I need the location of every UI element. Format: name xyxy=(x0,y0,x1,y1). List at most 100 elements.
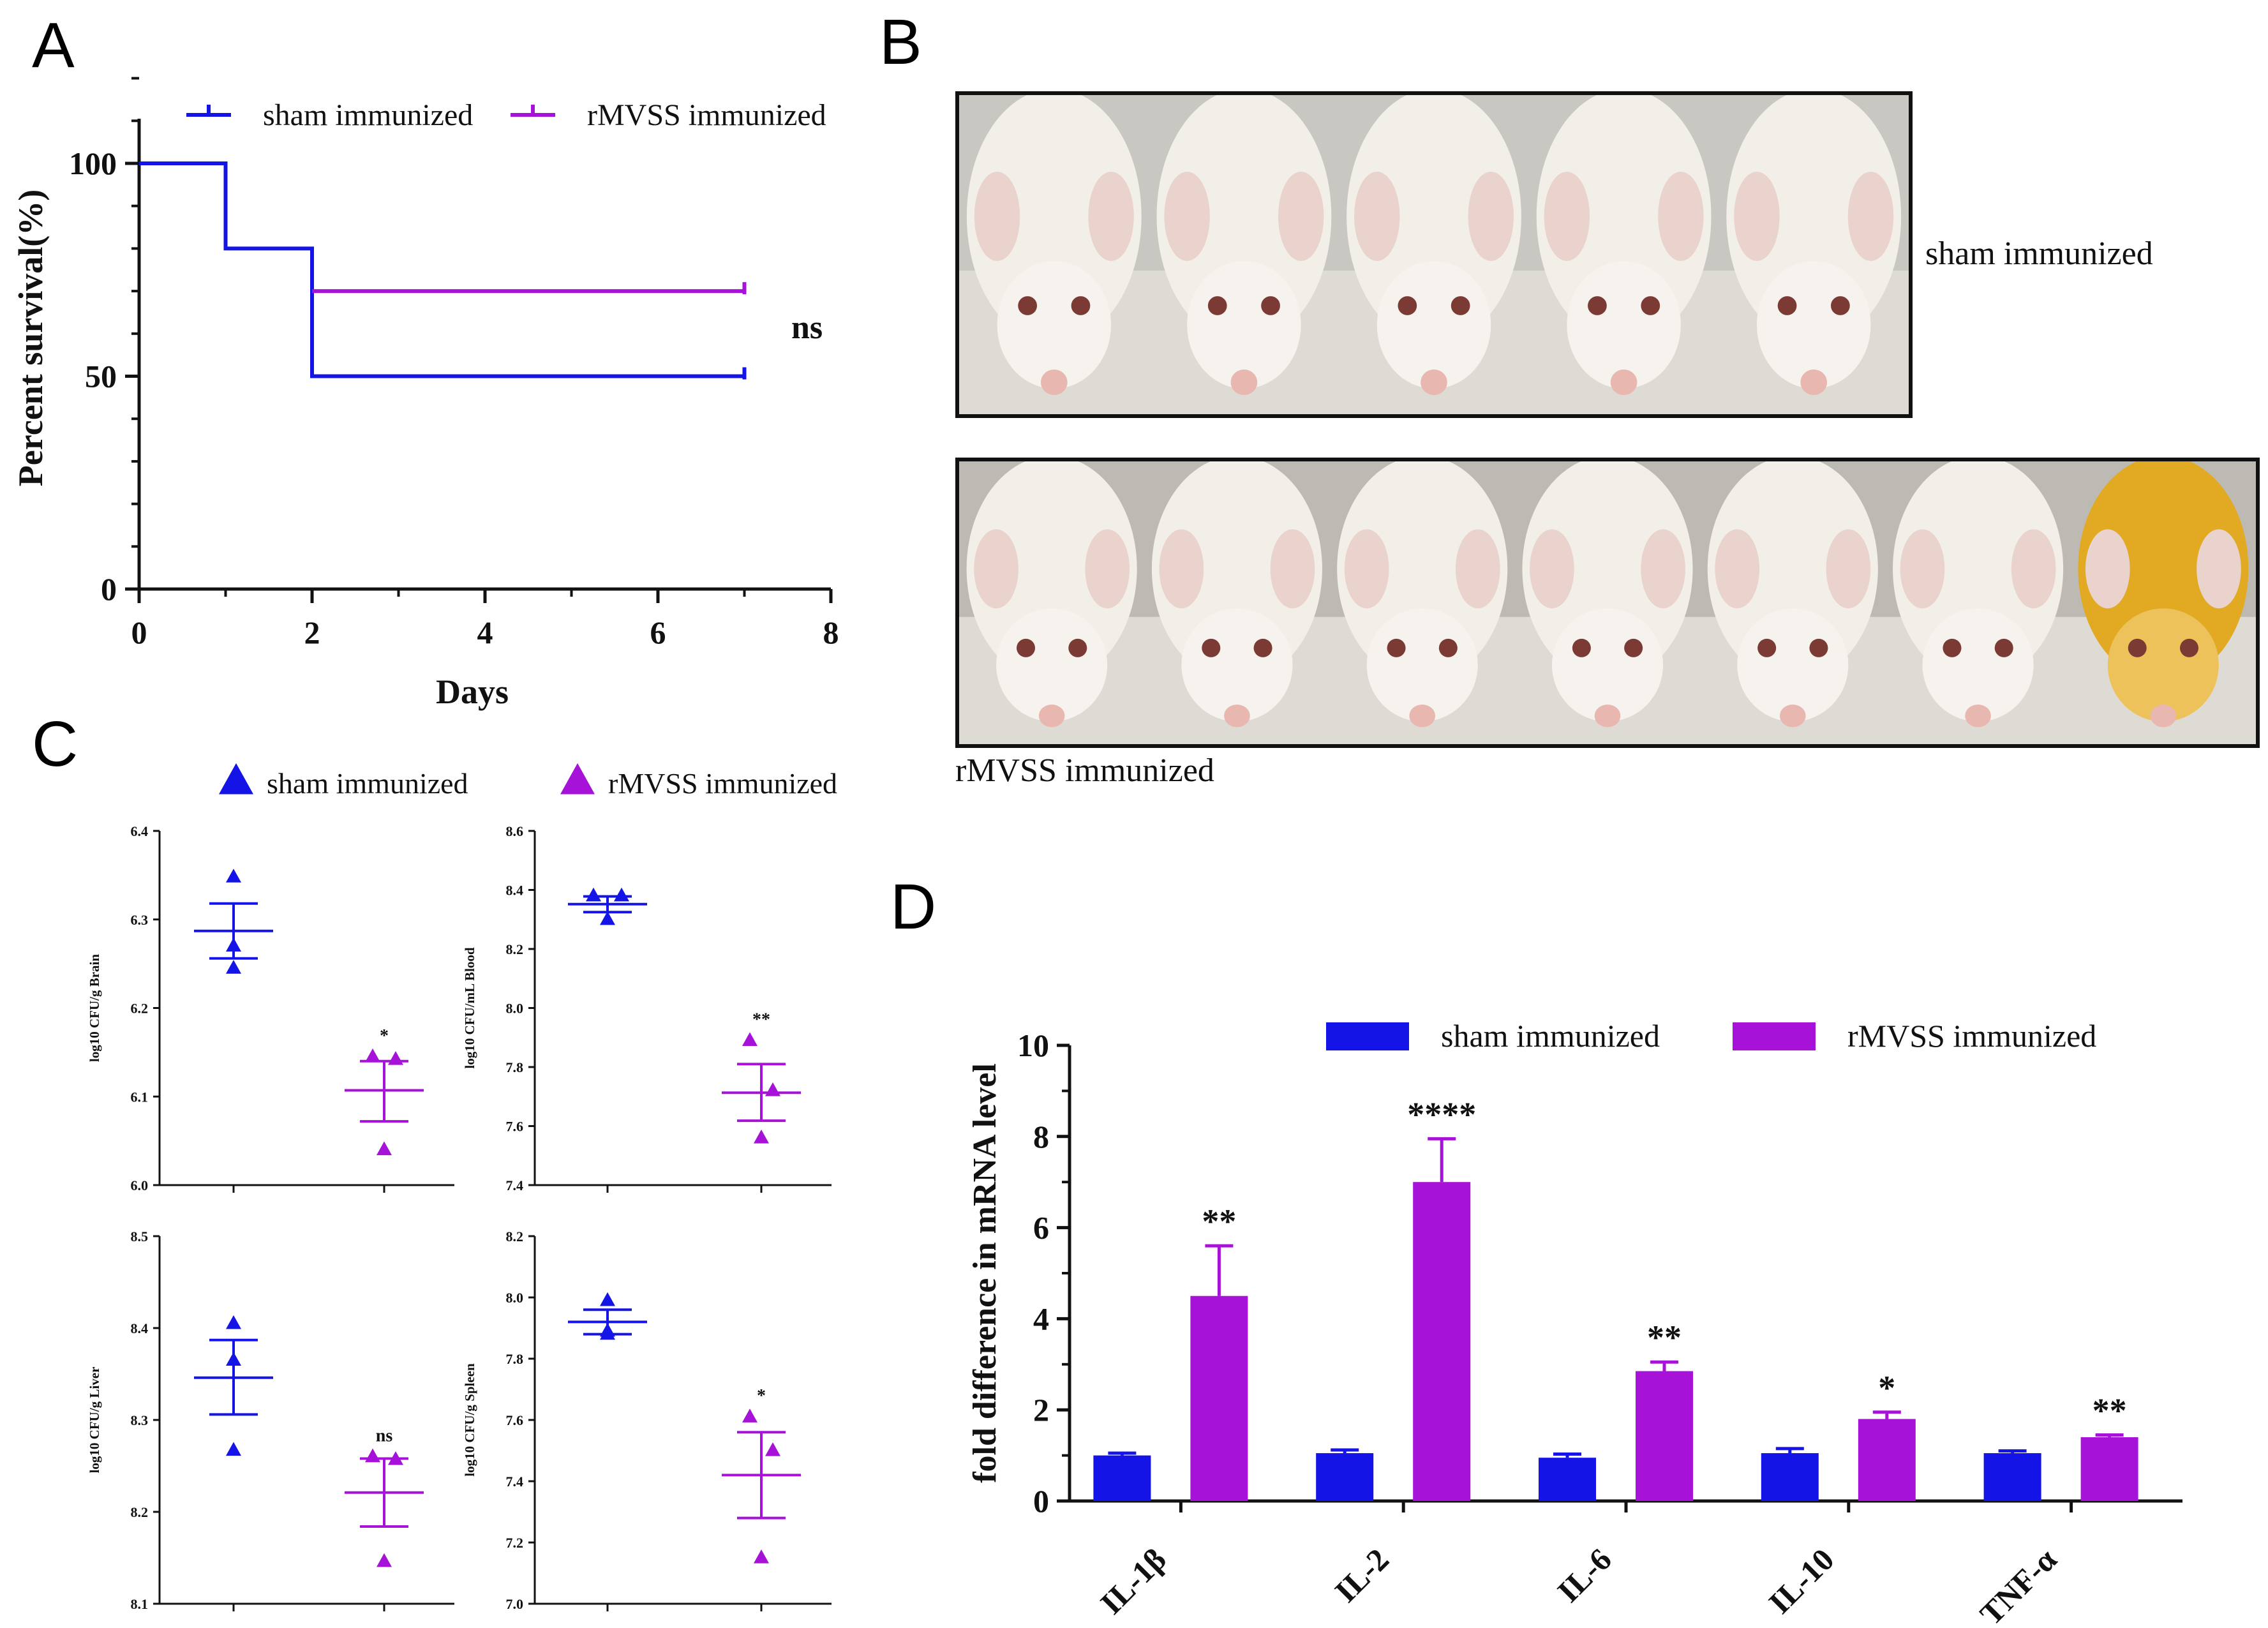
cfu-spleen-chart: 7.0 7.2 7.4 7.6 7.8 8.0 8.2 log10 CFU/g Spleen * xyxy=(462,1228,832,1612)
significance-label: * xyxy=(380,1026,389,1046)
mouse-ear xyxy=(2011,529,2056,609)
mouse-eye xyxy=(1624,638,1643,657)
y-axis-label: Percent survival(%) xyxy=(11,190,50,486)
bar-rmvss xyxy=(2080,1437,2138,1501)
mouse-eye xyxy=(1451,296,1470,315)
mouse-ear xyxy=(2197,529,2241,609)
mouse-eye xyxy=(1438,638,1458,657)
legend-label: sham immunized xyxy=(263,98,473,132)
data-point xyxy=(377,1141,392,1156)
panel-letter-d: D xyxy=(890,871,936,943)
mouse-ear xyxy=(1468,172,1514,261)
category-label: IL-10 xyxy=(1762,1541,1841,1620)
y-tick-label: 6.4 xyxy=(131,823,149,839)
legend-label: rMVSS immunized xyxy=(608,767,837,800)
data-point xyxy=(377,1553,392,1567)
mouse-nose xyxy=(1965,704,1991,728)
mouse-ear xyxy=(1544,172,1590,261)
mouse-eye xyxy=(2128,638,2147,657)
y-tick-label: 0 xyxy=(1033,1483,1049,1519)
data-point xyxy=(742,1032,757,1047)
mouse xyxy=(1707,461,1878,728)
mouse-ear xyxy=(1715,529,1760,609)
mouse-body xyxy=(1536,95,1712,344)
data-point xyxy=(742,1408,757,1423)
mouse-ear xyxy=(1826,529,1871,609)
mouse-ear xyxy=(1159,529,1204,609)
mouse xyxy=(1337,461,1508,728)
panel-letter-a: A xyxy=(32,10,75,81)
mouse-nose xyxy=(1421,370,1447,395)
x-axis-label: Days xyxy=(436,673,509,711)
sham-photo-label: sham immunized xyxy=(1925,235,2153,272)
data-point xyxy=(754,1550,769,1564)
y-tick-label: 100 xyxy=(69,146,117,181)
mouse-body xyxy=(1347,95,1521,344)
y-tick-label: 8.2 xyxy=(131,1504,149,1520)
mouse-eye xyxy=(1018,296,1038,315)
significance-label: ns xyxy=(791,310,823,346)
y-tick-label: 8.2 xyxy=(506,941,524,957)
mouse-head xyxy=(1922,608,2034,722)
mouse-body xyxy=(1337,461,1508,682)
mouse-head xyxy=(1551,608,1664,722)
y-tick-label: 6.2 xyxy=(131,1001,149,1017)
mouse-ear xyxy=(1734,172,1780,261)
mouse xyxy=(1726,95,1902,395)
mouse xyxy=(1893,461,2064,728)
mouse-eye xyxy=(1068,638,1087,657)
legend-swatch xyxy=(1326,1022,1409,1050)
rmvss-mice-photo xyxy=(955,458,2260,748)
mouse-body xyxy=(1522,461,1693,682)
mouse-eye xyxy=(1261,296,1280,315)
y-tick-label: 7.4 xyxy=(506,1474,524,1490)
mouse-body xyxy=(1893,461,2064,682)
bar-sham xyxy=(1539,1458,1596,1501)
cfu-legend: sham immunized rMVSS immunized xyxy=(219,763,837,800)
mouse-body xyxy=(1156,95,1332,344)
panel-letter-b: B xyxy=(879,6,922,78)
y-tick-label: 6.3 xyxy=(131,912,149,928)
mouse-head xyxy=(2107,608,2219,722)
y-tick-label: 0 xyxy=(101,571,117,607)
mouse-nose xyxy=(1594,704,1621,728)
y-tick-label: 7.0 xyxy=(506,1596,524,1612)
significance-label: * xyxy=(757,1386,766,1406)
data-point xyxy=(600,911,615,925)
mouse-nose xyxy=(1230,370,1258,395)
legend-marker xyxy=(560,763,595,795)
mouse-eye xyxy=(1943,638,1962,657)
y-tick-label: 8.6 xyxy=(506,823,524,839)
mouse xyxy=(1347,95,1521,395)
bar-sham xyxy=(1093,1455,1151,1501)
mouse-body xyxy=(1151,461,1322,682)
cfu-blood-chart: 7.4 7.6 7.8 8.0 8.2 8.4 8.6 log10 CFU/mL Blood *… xyxy=(462,823,832,1193)
mouse-ear xyxy=(1658,172,1704,261)
mouse-ear xyxy=(1455,529,1500,609)
mouse-eye xyxy=(1777,296,1797,315)
bar-sham xyxy=(1761,1453,1819,1501)
mouse-body xyxy=(2078,461,2249,682)
bar-rmvss xyxy=(1636,1371,1693,1501)
significance-label: **** xyxy=(1407,1095,1476,1133)
mouse-nose xyxy=(1038,704,1065,728)
data-point xyxy=(226,1442,241,1456)
y-tick-label: 7.8 xyxy=(506,1351,524,1367)
mouse-nose xyxy=(1779,704,1806,728)
significance-label: ns xyxy=(376,1426,393,1446)
mouse-ear xyxy=(1164,172,1210,261)
mouse-eye xyxy=(1830,296,1850,315)
mouse-body xyxy=(1726,95,1902,344)
mouse-nose xyxy=(1040,370,1068,395)
mouse-ear xyxy=(974,529,1018,609)
data-point xyxy=(765,1442,780,1456)
mrna-bar-chart: 0 2 4 6 8 10 fold difference in mRNA level IL-1… xyxy=(967,1018,2182,1628)
mouse-ear xyxy=(974,172,1020,261)
category-label: IL-2 xyxy=(1328,1541,1396,1609)
y-tick-label: 7.6 xyxy=(506,1119,524,1135)
mouse-eye xyxy=(1253,638,1272,657)
y-tick-label: 8.2 xyxy=(506,1228,524,1244)
mouse-eye xyxy=(1071,296,1091,315)
mouse-ear xyxy=(2085,529,2130,609)
